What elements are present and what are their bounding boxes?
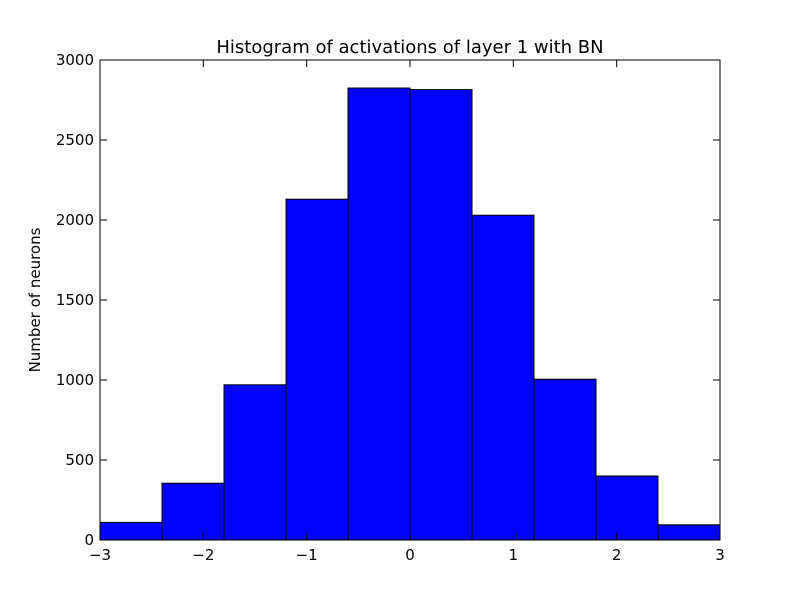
x-tick-label: 1 [509,546,519,564]
x-tick-label: −1 [296,546,318,564]
y-tick-label: 2500 [56,131,94,149]
ticks-group: −3 −2 −1 0 1 2 3 0 500 1000 1500 2000 2500 3000 [56,51,725,564]
histogram-bar [347,87,411,541]
histogram-bar [533,378,597,541]
y-tick-label: 500 [65,451,94,469]
y-tick-label: 3000 [56,51,94,69]
y-tick-label: 2000 [56,211,94,229]
x-tick-label: 2 [612,546,622,564]
histogram-bar [595,475,659,541]
histogram-bar [657,524,721,541]
histogram-bar [99,521,163,541]
y-tick-label: 1500 [56,291,94,309]
chart-title: Histogram of activations of layer 1 with… [216,37,603,58]
y-axis-label: Number of neurons [26,227,44,372]
histogram-bar [409,89,473,541]
histogram-bar [223,384,287,541]
x-tick-label: −2 [192,546,214,564]
histogram-bar [285,198,349,541]
bars-group [99,87,721,541]
y-tick-label: 1000 [56,371,94,389]
y-tick-label: 0 [84,531,94,549]
x-tick-label: −3 [89,546,111,564]
histogram-bar [471,214,535,541]
histogram-bar [161,482,225,541]
x-tick-label: 0 [405,546,415,564]
x-tick-label: 3 [715,546,725,564]
plot-frame [99,59,721,541]
